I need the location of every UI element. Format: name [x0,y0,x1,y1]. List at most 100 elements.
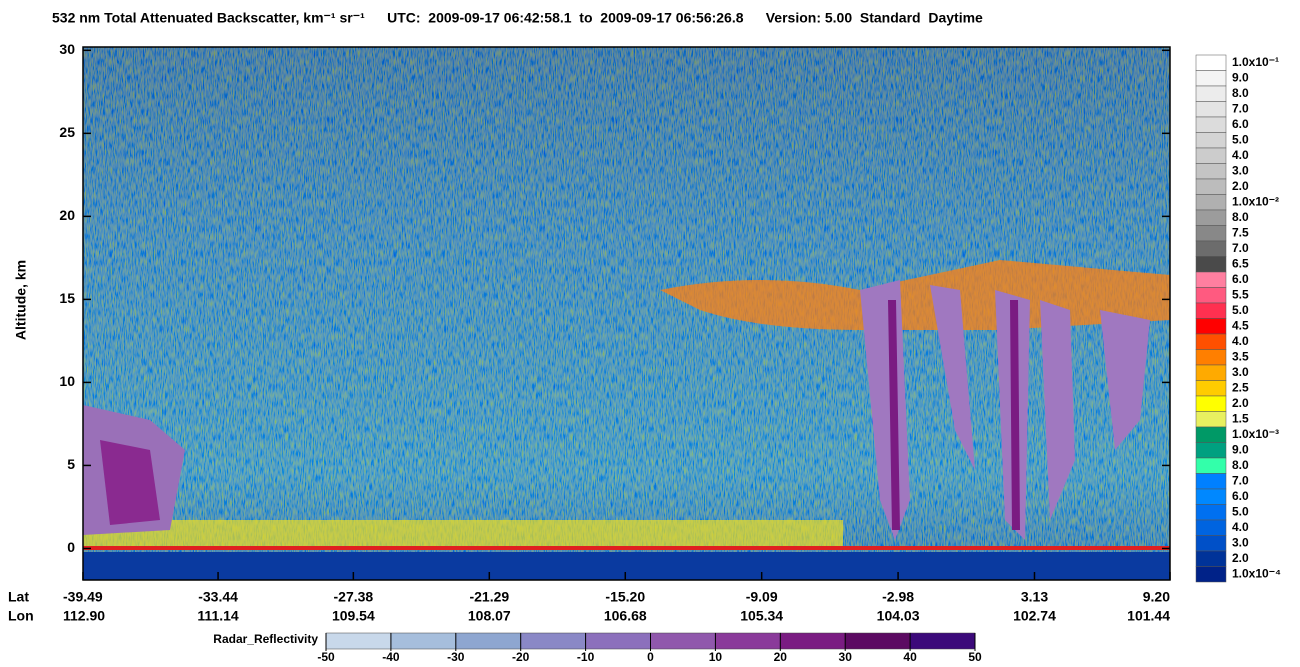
x-tick-label: 9.20 [1143,589,1170,605]
colorbar-swatch [1195,54,1227,71]
x-tick-lon-label: 101.44 [1127,608,1170,624]
colorbar-swatch [1195,333,1227,350]
y-tick-label: 25 [59,124,75,140]
colorbar-label: 9.0 [1232,442,1249,456]
radar-tick-label: 30 [839,650,853,664]
y-tick-label: 5 [67,456,75,472]
colorbar-swatch [1195,287,1227,304]
colorbar-swatch [1195,442,1227,459]
x-row-label: Lon [8,608,34,624]
colorbar-swatch [1195,550,1227,567]
colorbar-label: 6.5 [1232,256,1249,270]
radar-tick-label: -50 [317,650,335,664]
colorbar-swatch [1195,318,1227,335]
colorbar-swatch [1195,194,1227,211]
radar-swatch [585,632,651,650]
colorbar-swatch [1195,519,1227,536]
radar-tick-label: 20 [774,650,788,664]
surface [83,546,1170,550]
x-tick-lon-label: 111.14 [197,608,238,624]
x-tick-lon-label: 105.34 [740,608,783,624]
radar-swatch [325,632,392,650]
y-tick-label: 20 [59,207,75,223]
colorbar-swatch [1195,271,1227,288]
x-tick-label: 3.13 [1021,589,1048,605]
colorbar-label: 2.0 [1232,551,1249,565]
colorbar-label: 5.0 [1232,504,1249,518]
radar-tick-label: -30 [447,650,465,664]
y-axis-label: Altitude, km [13,260,29,340]
radar-swatch [390,632,457,650]
colorbar-label: 6.0 [1232,117,1249,131]
colorbar-swatch [1195,240,1227,257]
colorbar-swatch [1195,225,1227,242]
colorbar-label: 4.0 [1232,148,1249,162]
y-tick-label: 15 [59,290,75,306]
colorbar-label: 3.0 [1232,535,1249,549]
colorbar-label: 1.0x10⁻⁴ [1232,566,1281,580]
radar-swatch [780,632,846,650]
colorbar-swatch [1195,488,1227,505]
colorbar-label: 2.0 [1232,179,1249,193]
colorbar-swatch [1195,457,1227,474]
x-tick-lon-label: 109.54 [332,608,375,624]
colorbar-label: 5.5 [1232,287,1249,301]
radar-swatch [520,632,586,650]
colorbar-label: 7.5 [1232,225,1249,239]
colorbar-label: 8.0 [1232,210,1249,224]
colorbar-swatch [1195,70,1227,87]
colorbar-label: 1.5 [1232,411,1249,425]
colorbar-label: 4.0 [1232,334,1249,348]
colorbar-label: 3.0 [1232,163,1249,177]
y-tick-label: 0 [67,539,75,555]
colorbar-label: 1.0x10⁻¹ [1232,55,1279,69]
colorbar-label: 4.5 [1232,318,1249,332]
colorbar-swatch [1195,178,1227,195]
colorbar-swatch [1195,256,1227,273]
x-tick-label: -39.49 [63,589,103,605]
x-tick-lon-label: 112.90 [63,608,105,624]
chart-title: 532 nm Total Attenuated Backscatter, km⁻… [52,10,365,26]
x-tick-label: -15.20 [605,589,645,605]
colorbar-label: 2.5 [1232,380,1249,394]
colorbar-label: 9.0 [1232,70,1249,84]
colorbar-label: 6.0 [1232,489,1249,503]
radar-swatch [455,632,521,650]
y-tick-label: 10 [59,373,75,389]
radar-tick-label: 0 [647,650,654,664]
radar-core [100,440,160,525]
radar-tick-label: -40 [382,650,400,664]
x-row-label: Lat [8,589,29,605]
x-tick-lon-label: 102.74 [1013,608,1056,624]
colorbar-label: 5.0 [1232,132,1249,146]
radar-swatch [909,632,976,650]
radar-tick-label: -10 [577,650,595,664]
colorbar-swatch [1195,163,1227,180]
colorbar-label: 1.0x10⁻² [1232,194,1279,208]
colorbar-label: 3.0 [1232,365,1249,379]
x-tick-lon-label: 106.68 [604,608,647,624]
x-tick-label: -9.09 [746,589,778,605]
radar-swatch [715,632,781,650]
radar-tick-label: 10 [709,650,723,664]
colorbar-label: 8.0 [1232,458,1249,472]
colorbar-swatch [1195,395,1227,412]
colorbar-label: 2.0 [1232,396,1249,410]
colorbar-swatch [1195,535,1227,552]
colorbar-label: 7.0 [1232,473,1249,487]
colorbar-swatch [1195,364,1227,381]
colorbar-swatch [1195,101,1227,118]
x-tick-lon-label: 104.03 [877,608,920,624]
backscatter-image [83,47,1170,580]
colorbar-swatch [1195,566,1227,583]
plot-frame [82,46,1171,581]
radar-tick-label: 50 [968,650,982,664]
radar-colorbar-label: Radar_Reflectivity [213,632,318,646]
chart-subtitle: Version: 5.00 Standard Daytime [766,10,983,26]
radar-columns [860,280,1150,540]
x-tick-lon-label: 108.07 [468,608,511,624]
colorbar-label: 6.0 [1232,272,1249,286]
colorbar-label: 3.5 [1232,349,1249,363]
radar-tick-label: 40 [903,650,917,664]
